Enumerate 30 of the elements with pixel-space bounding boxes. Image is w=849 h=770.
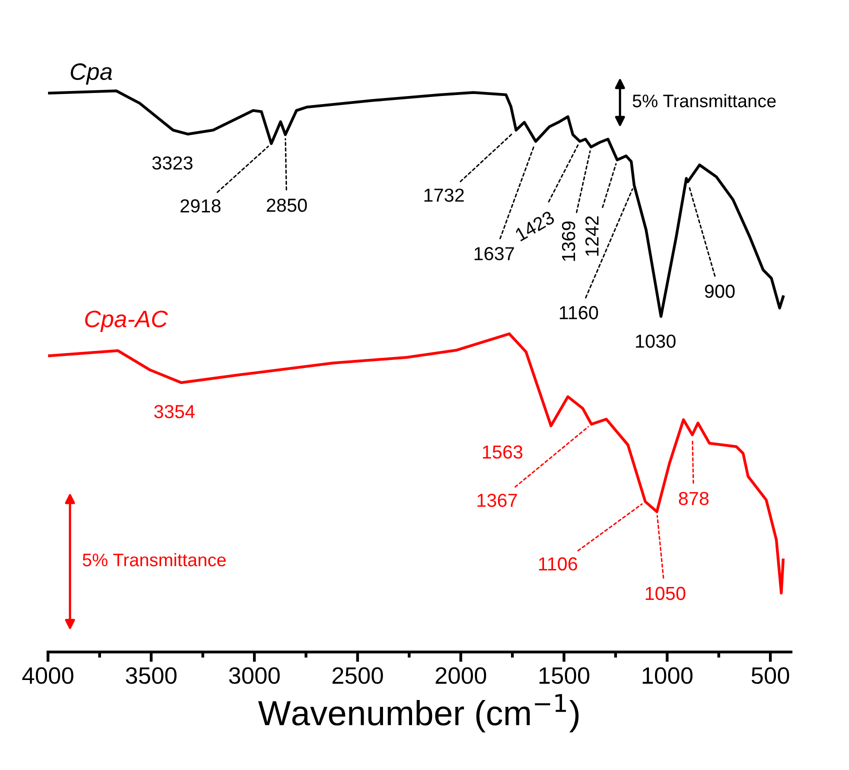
annotation: 1563 (482, 445, 522, 459)
x-tick-label: 1000 (642, 667, 693, 684)
annotation: 1369 (562, 221, 576, 261)
x-tick-label: 3000 (229, 667, 280, 684)
x-tick-label: 4000 (22, 667, 74, 684)
x-tick-label: 3500 (126, 667, 177, 684)
annotation: 1732 (424, 188, 464, 202)
x-tick-label: 2500 (332, 667, 383, 684)
annotation: 5% Transmittance (82, 553, 226, 566)
annotation: 1030 (636, 334, 676, 348)
annotation: 2918 (180, 199, 221, 213)
annotation: 1106 (539, 557, 578, 571)
series-label: Cpa (70, 63, 112, 85)
x-tick-label: 1500 (540, 667, 590, 684)
annotation: 1423 (514, 210, 556, 242)
annotation: 900 (704, 284, 735, 298)
annotation: 5% Transmittance (632, 94, 776, 108)
series-label: Cpa-AC (85, 310, 168, 332)
annotation: 1160 (560, 306, 598, 320)
x-tick-label: 500 (752, 667, 790, 684)
annotation: 1050 (646, 586, 686, 600)
annotation: 2850 (266, 198, 307, 212)
annotation: 1637 (474, 247, 514, 260)
annotation: 3354 (154, 404, 195, 418)
annotation: 3323 (152, 156, 192, 170)
annotation: 1242 (585, 216, 598, 256)
annotation: 1367 (478, 494, 517, 507)
x-tick-label: 2000 (436, 667, 486, 684)
annotation: 878 (678, 492, 709, 506)
x-axis-title: Wavenumber (cm$^{−1}$) (258, 694, 579, 732)
